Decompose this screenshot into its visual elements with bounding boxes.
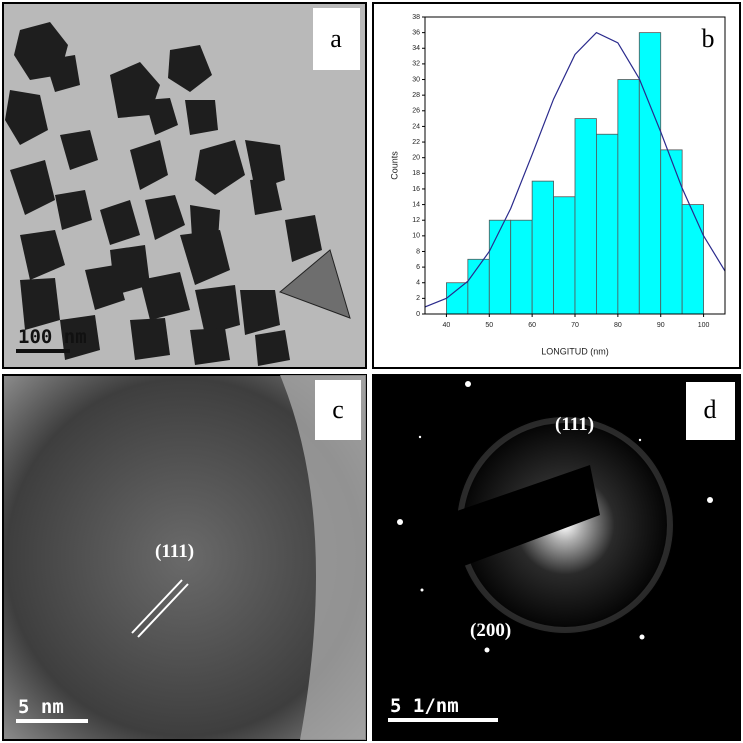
bar bbox=[467, 258, 490, 315]
y-tick-label: 6 bbox=[416, 264, 420, 271]
y-tick-label: 24 bbox=[412, 123, 420, 130]
y-tick-label: 32 bbox=[412, 61, 420, 68]
panel-c: c (111) 5 nm bbox=[2, 374, 367, 741]
y-tick-label: 10 bbox=[412, 233, 420, 240]
y-tick-label: 18 bbox=[412, 170, 420, 177]
x-axis-label: LONGITUD (nm) bbox=[541, 346, 609, 356]
y-tick-label: 38 bbox=[412, 14, 420, 21]
y-tick-label: 12 bbox=[412, 217, 420, 224]
y-tick-label: 14 bbox=[412, 201, 420, 208]
y-tick-label: 8 bbox=[416, 248, 420, 255]
annotation: (200) bbox=[470, 620, 511, 641]
bar bbox=[531, 180, 554, 315]
bar bbox=[446, 282, 469, 315]
y-axis-label: Counts bbox=[389, 151, 399, 180]
x-tick-label: 50 bbox=[485, 322, 493, 329]
bar bbox=[510, 219, 533, 315]
y-tick-label: 30 bbox=[412, 76, 420, 83]
panel-label: c bbox=[332, 395, 344, 424]
annotation: (111) bbox=[155, 541, 194, 562]
panel-a: a 100 nm bbox=[2, 2, 367, 369]
panel-label: a bbox=[330, 24, 342, 53]
panel-d: d (111) (200) 5 1/nm bbox=[372, 374, 741, 741]
bar bbox=[660, 149, 683, 315]
y-tick-label: 34 bbox=[412, 45, 420, 52]
x-tick-label: 40 bbox=[443, 322, 451, 329]
bar bbox=[638, 32, 662, 315]
bar bbox=[488, 219, 512, 315]
scale-bar-label: 5 nm bbox=[18, 696, 64, 718]
panel-label: d bbox=[704, 395, 717, 424]
fit-curve bbox=[424, 31, 726, 308]
bar bbox=[681, 204, 704, 315]
y-tick-label: 16 bbox=[412, 186, 420, 193]
y-tick-label: 26 bbox=[412, 108, 420, 115]
scale-bar-label: 5 1/nm bbox=[390, 695, 459, 717]
x-tick-label: 60 bbox=[528, 322, 536, 329]
x-tick-label: 70 bbox=[571, 322, 579, 329]
scale-bar-label: 100 nm bbox=[18, 326, 87, 348]
y-tick-label: 22 bbox=[412, 139, 420, 146]
x-tick-label: 80 bbox=[614, 322, 622, 329]
bar bbox=[574, 118, 597, 315]
y-tick-label: 28 bbox=[412, 92, 420, 99]
y-tick-label: 36 bbox=[412, 29, 420, 36]
y-tick-label: 20 bbox=[412, 155, 420, 162]
annotation: (111) bbox=[555, 414, 594, 435]
bar bbox=[553, 196, 576, 315]
bar bbox=[596, 133, 619, 315]
y-tick-label: 4 bbox=[416, 280, 420, 287]
x-tick-label: 90 bbox=[657, 322, 665, 329]
bar bbox=[617, 79, 640, 315]
x-tick-label: 100 bbox=[698, 322, 710, 329]
y-tick-label: 2 bbox=[416, 295, 420, 302]
y-tick-label: 0 bbox=[416, 311, 420, 318]
panel-label: b bbox=[702, 24, 715, 53]
